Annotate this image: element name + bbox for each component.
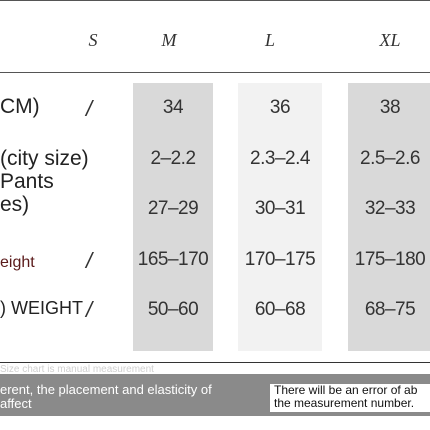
row-cm-xl-value: 38 [379,97,401,118]
row-label-city-size: (city size) [0,147,89,170]
header-rule [0,72,430,73]
column-shade-m [133,83,213,351]
note-left-text: erent, the placement and elasticity of a… [0,382,212,411]
row-height-s-value: / [86,248,93,273]
row-city-l-value: 2.3–2.4 [250,148,310,169]
row-weight-l-value: 60–68 [254,299,306,320]
row-cm-l-value: 36 [269,97,291,118]
note-right-text: There will be an error of ab the measure… [270,384,430,412]
column-shade-xl [348,83,430,351]
row-label-pants: Pants es) [0,170,54,216]
row-weight-m-value: 50–60 [147,299,199,320]
row-label-weight: ) WEIGHT [0,298,83,318]
header-size-s: S [88,30,98,50]
row-height-m-value: 165–170 [137,249,209,270]
bottom-rule [0,362,430,363]
row-cm-m-value: 34 [162,97,184,118]
row-city-xl-value: 2.5–2.6 [360,148,420,169]
row-pants-m-value: 27–29 [147,198,199,219]
header-size-xl: XL [379,30,401,50]
row-weight-s-value: / [86,297,93,322]
faint-note: Size chart is manual measurement [0,364,154,375]
row-height-l-value: 170–175 [244,249,316,270]
row-pants-xl-value: 32–33 [364,198,416,219]
row-label-cm: CM) [0,95,40,118]
header-size-m: M [161,30,177,50]
row-pants-l-value: 30–31 [254,198,306,219]
top-rule [0,0,430,1]
header-size-l: L [264,30,275,50]
column-shade-l [238,83,322,351]
row-cm-s-value: / [86,96,93,121]
row-label-height: eight [0,254,35,271]
row-height-xl-value: 175–180 [354,249,426,270]
row-city-m-value: 2–2.2 [150,148,196,169]
row-weight-xl-value: 68–75 [364,299,416,320]
